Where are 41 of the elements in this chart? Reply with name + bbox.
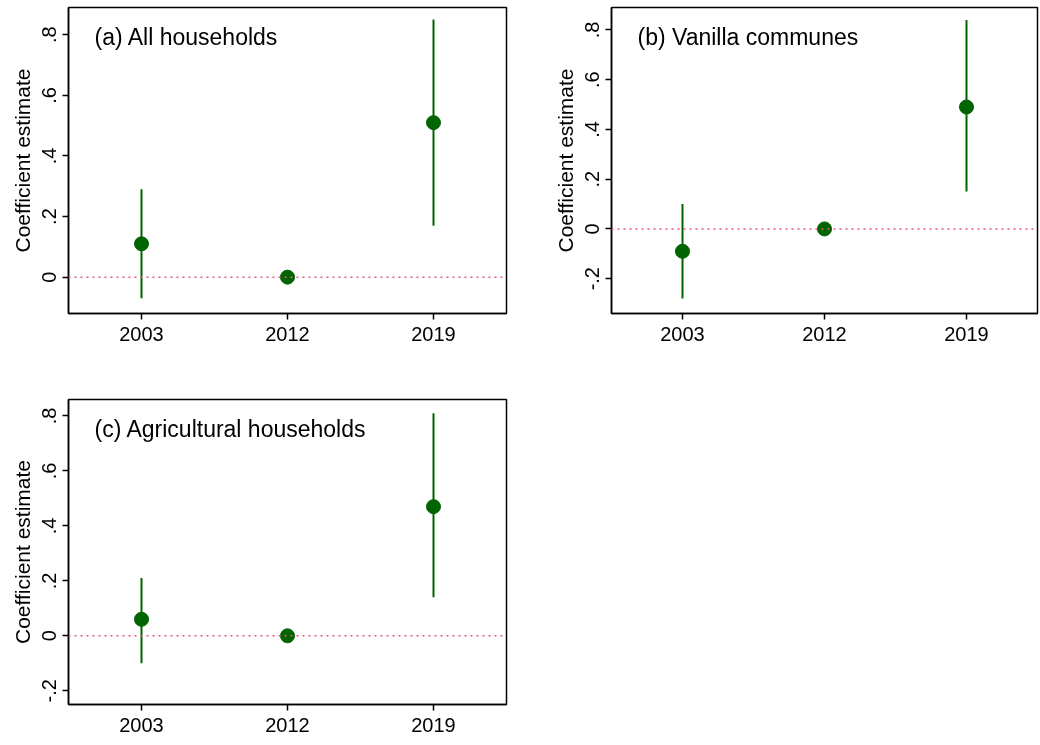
point: [817, 221, 832, 237]
y-tick-label: .6: [581, 71, 604, 88]
y-tick-label: .2: [38, 208, 61, 225]
x-tick-label: 2019: [944, 322, 989, 345]
y-tick-label: -.2: [38, 679, 61, 703]
point: [426, 499, 441, 515]
y-tick-label: .6: [38, 462, 61, 480]
y-tick-label: .8: [38, 407, 61, 425]
point: [134, 236, 149, 252]
point: [675, 243, 690, 259]
text: (a) All households: [94, 23, 278, 50]
y-tick-label: .2: [38, 572, 61, 590]
x-tick-label: 2012: [802, 322, 847, 345]
y-axis-title: Coefficient estimate: [10, 68, 34, 253]
y-tick-label: .2: [581, 170, 604, 188]
y-tick-label: .8: [581, 21, 604, 39]
point: [280, 269, 295, 285]
y-tick-label: 0: [38, 271, 61, 283]
point: [959, 99, 974, 115]
y-axis-title: Coefficient estimate: [10, 459, 34, 645]
y-tick-label: .4: [581, 121, 604, 138]
y-tick-label: .8: [38, 26, 61, 44]
text: (b) Vanilla communes: [637, 23, 859, 50]
x-tick-label: 2019: [411, 713, 456, 736]
x-tick-label: 2003: [119, 713, 164, 736]
y-tick-label: 0: [38, 630, 61, 642]
y-axis-title: Coefficient estimate: [553, 68, 577, 253]
y-tick-label: 0: [581, 223, 604, 235]
x-tick-label: 2019: [411, 322, 456, 345]
x-tick-label: 2012: [265, 713, 310, 736]
y-tick-label: .6: [38, 87, 61, 104]
y-tick-label: .4: [38, 147, 61, 165]
point: [426, 115, 441, 131]
x-tick-label: 2003: [119, 322, 164, 345]
y-tick-label: .4: [38, 517, 61, 535]
x-tick-label: 2003: [660, 322, 705, 345]
point: [280, 628, 295, 644]
text: (c) Agricultural households: [94, 415, 366, 442]
x-tick-label: 2012: [265, 322, 310, 345]
point: [134, 611, 149, 627]
y-tick-label: -.2: [581, 267, 604, 291]
